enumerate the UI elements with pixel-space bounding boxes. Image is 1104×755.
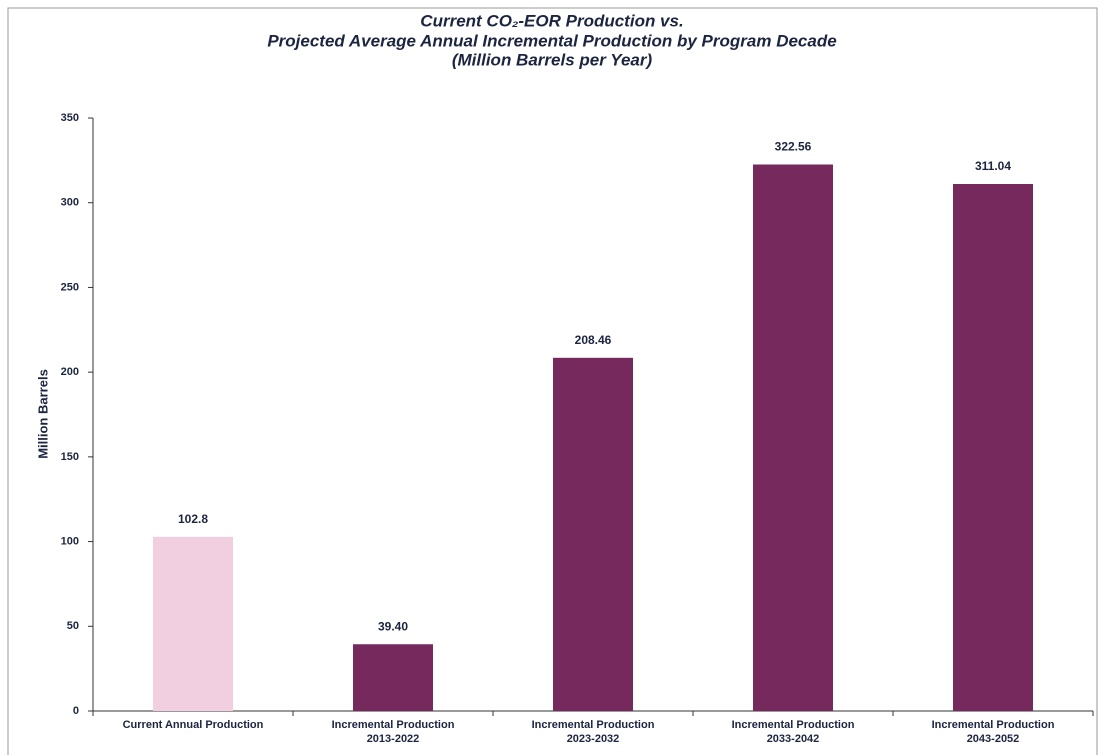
- bar: [353, 644, 433, 711]
- x-tick-label-line: Incremental Production: [532, 719, 655, 731]
- y-tick-label: 50: [67, 620, 79, 632]
- x-tick-label-line: Incremental Production: [932, 719, 1055, 731]
- y-axis-label: Million Barrels: [35, 369, 50, 459]
- bar: [953, 184, 1033, 711]
- x-tick-label-line: Incremental Production: [332, 719, 455, 731]
- x-tick-label-line: Current Annual Production: [123, 719, 264, 731]
- y-tick-label: 350: [61, 112, 79, 124]
- x-tick-label-line: Incremental Production: [732, 719, 855, 731]
- y-tick-label: 250: [61, 281, 79, 293]
- x-tick-label-line: 2023-2032: [567, 733, 620, 745]
- chart-title: Current CO₂-EOR Production vs.: [420, 11, 683, 30]
- bar: [153, 536, 233, 711]
- y-tick-label: 0: [73, 705, 79, 717]
- value-label: 39.40: [378, 619, 408, 633]
- y-tick-label: 100: [61, 535, 79, 547]
- value-label: 322.56: [775, 140, 812, 154]
- x-tick-label-line: 2033-2042: [767, 733, 820, 745]
- x-tick-label-line: 2043-2052: [967, 733, 1020, 745]
- bar: [753, 164, 833, 711]
- y-tick-label: 200: [61, 366, 79, 378]
- y-tick-label: 300: [61, 197, 79, 209]
- value-label: 311.04: [975, 159, 1011, 173]
- bar: [553, 357, 633, 711]
- value-label: 208.46: [575, 333, 612, 347]
- x-tick-label: Incremental Production 2043-2052: [932, 719, 1055, 745]
- frame: [7, 7, 1098, 755]
- x-tick-label: Incremental Production 2013-2022: [332, 719, 455, 745]
- value-label: 102.8: [178, 512, 208, 526]
- chart-title: (Million Barrels per Year): [452, 50, 653, 69]
- x-tick-label: Current Annual Production: [123, 719, 264, 731]
- chart-title: Projected Average Annual Incremental Pro…: [267, 31, 836, 50]
- y-tick-label: 150: [61, 451, 79, 463]
- x-tick-label: Incremental Production 2033-2042: [732, 719, 855, 745]
- x-tick-label-line: 2013-2022: [367, 733, 420, 745]
- x-tick-label: Incremental Production 2023-2032: [532, 719, 655, 745]
